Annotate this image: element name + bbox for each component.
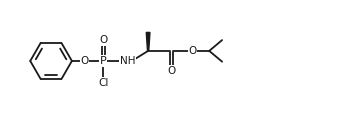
Text: O: O <box>99 35 107 45</box>
Polygon shape <box>146 32 150 51</box>
Text: O: O <box>80 56 89 66</box>
Text: NH: NH <box>120 56 135 66</box>
Text: P: P <box>100 56 107 66</box>
Text: O: O <box>188 46 196 56</box>
Text: Cl: Cl <box>98 78 108 88</box>
Text: O: O <box>167 66 176 76</box>
